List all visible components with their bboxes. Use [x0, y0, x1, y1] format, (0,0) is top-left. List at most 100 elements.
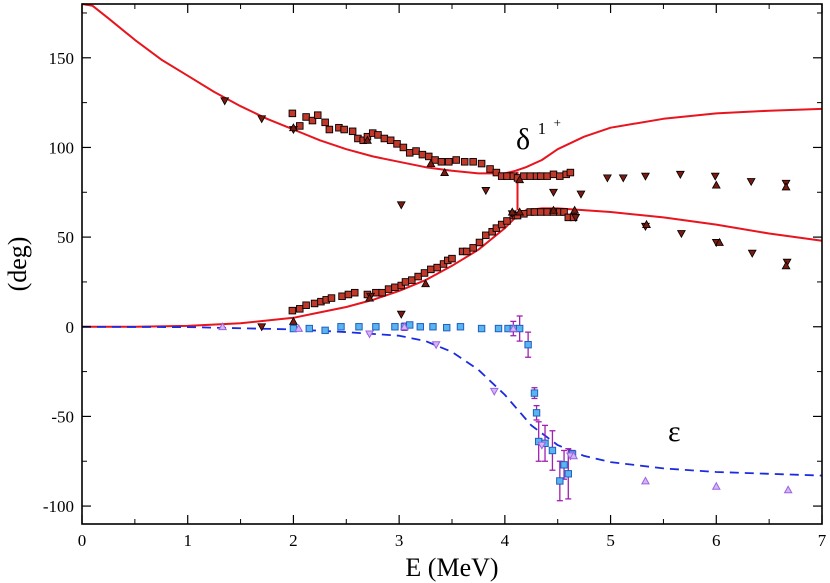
x-tick-label: 2 [289, 531, 298, 550]
delta-squares-lower-point [338, 292, 346, 301]
delta-triangles-up-point [711, 180, 721, 189]
delta-triangles-down-point [747, 249, 757, 258]
delta-squares-lower-point [475, 238, 484, 247]
epsilon-squares-point [532, 409, 541, 417]
delta-squares-upper-point [386, 136, 395, 145]
epsilon-squares-point [391, 323, 399, 331]
delta-squares-upper-point [556, 172, 564, 180]
delta-squares-upper-point [380, 134, 389, 143]
delta-triangles-up-point [507, 207, 517, 216]
delta-squares-lower-point [543, 208, 551, 216]
epsilon-squares-point [560, 461, 568, 469]
epsilon-squares-point [556, 477, 564, 485]
epsilon-squares-point [429, 323, 437, 331]
delta-triangles-up-point [781, 261, 791, 270]
delta-squares-upper-point [418, 150, 427, 159]
delta-squares-lower-point [391, 283, 399, 292]
epsilon-squares-point [494, 324, 503, 333]
x-tick-label: 3 [395, 531, 404, 550]
y-tick-label: 150 [49, 49, 75, 68]
delta-triangles-up-point [515, 207, 525, 216]
delta-triangles-up-point [288, 123, 298, 132]
delta-squares-lower-point [350, 288, 359, 297]
delta-squares-lower-point [302, 301, 310, 309]
delta-triangles-down-point [676, 230, 686, 239]
delta-triangles-down-point [576, 190, 586, 199]
markers-layer [218, 97, 793, 494]
delta-squares-lower-point [463, 247, 471, 256]
x-tick-label: 6 [712, 531, 721, 550]
delta-squares-upper-point [340, 125, 348, 134]
epsilon-squares-point [524, 340, 532, 349]
epsilon-triangles-up-point [399, 322, 409, 331]
delta-triangles-up-point [714, 237, 724, 246]
epsilon-triangles-down-point [365, 330, 374, 339]
delta-squares-lower-point [408, 276, 416, 284]
delta-squares-lower-point [296, 305, 304, 313]
delta-squares-upper-point [288, 109, 297, 118]
delta-triangles-down-point [396, 201, 406, 210]
delta-squares-lower-point [482, 231, 490, 240]
delta-curve-lower [82, 207, 823, 328]
delta-squares-upper-point [431, 156, 439, 164]
delta-squares-upper-point [374, 131, 382, 139]
y-axis-title: (deg) [3, 237, 32, 292]
delta-squares-upper-point [405, 149, 414, 157]
delta-squares-lower-point [560, 208, 568, 216]
delta-triangles-down-point [257, 323, 267, 332]
y-tick-label: 50 [57, 228, 74, 247]
x-tick-label: 4 [501, 531, 510, 550]
delta-squares-lower-point [288, 306, 297, 315]
y-tick-label: -100 [43, 497, 74, 516]
delta-squares-upper-point [393, 140, 401, 148]
delta-squares-upper-point [424, 152, 433, 161]
delta-triangles-down-point [640, 172, 650, 181]
delta-triangles-up-point [570, 205, 580, 214]
delta-superscript: 1 [538, 119, 547, 138]
delta-squares-upper-point [566, 168, 575, 177]
delta-squares-upper-point [296, 122, 304, 130]
epsilon-squares-point [530, 389, 539, 397]
delta-symbol: δ [516, 123, 530, 156]
delta-triangles-down-point [746, 178, 756, 187]
x-tick-label: 1 [183, 531, 192, 550]
delta-squares-upper-point [321, 118, 329, 127]
delta-triangles-up-point [549, 205, 558, 214]
epsilon-triangles-down-point [431, 341, 441, 350]
delta-triangles-up-point [365, 293, 375, 302]
delta-squares-lower-point [420, 269, 429, 277]
delta-triangles-down-point [257, 115, 267, 124]
epsilon-squares-point [477, 324, 486, 333]
delta-squares-upper-point [325, 125, 334, 134]
epsilon-squares-point [305, 324, 313, 333]
epsilon-squares-point [321, 326, 329, 335]
epsilon-squares-point [548, 446, 557, 455]
delta-squares-upper-point [543, 172, 551, 180]
delta-squares-lower-point [327, 294, 336, 302]
delta-triangles-up-point [440, 167, 450, 176]
delta-squares-lower-point [530, 208, 539, 216]
epsilon-squares-point [515, 324, 524, 333]
delta-triangles-down-point [571, 213, 581, 223]
delta-squares-upper-point [460, 158, 469, 166]
delta-squares-lower-point [469, 244, 477, 252]
delta-squares-upper-point [348, 127, 357, 136]
delta-squares-upper-point [537, 172, 545, 180]
delta-squares-lower-point [433, 263, 441, 272]
delta-squares-upper-point [445, 158, 453, 166]
delta-squares-upper-point [412, 147, 420, 155]
delta-triangles-up-point [515, 175, 525, 184]
epsilon-triangles-up-point [711, 481, 721, 490]
delta-squares-upper-point [302, 113, 310, 121]
x-tick-label: 5 [606, 531, 615, 550]
epsilon-squares-point [416, 323, 424, 331]
delta-triangles-down-point [396, 310, 406, 319]
delta-triangles-down-point [220, 97, 230, 106]
epsilon-triangles-up-point [569, 451, 579, 460]
epsilon-triangles-up-point [641, 476, 650, 485]
epsilon-squares-point [456, 323, 465, 331]
delta-squares-lower-point [310, 299, 319, 308]
epsilon-triangles-up-point [508, 323, 518, 332]
y-tick-label: 0 [66, 318, 75, 337]
